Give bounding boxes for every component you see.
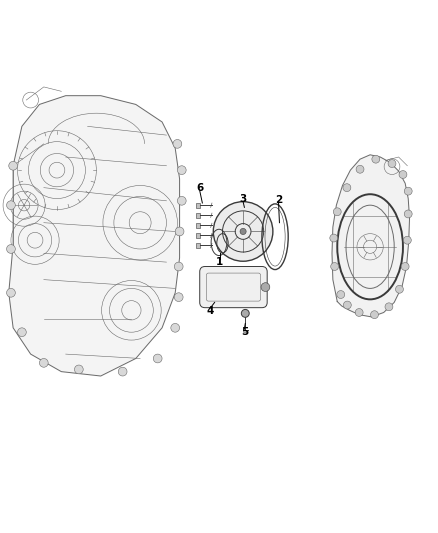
Circle shape [355, 309, 363, 317]
Circle shape [7, 245, 15, 253]
Circle shape [404, 187, 412, 195]
Bar [196, 223, 200, 228]
Circle shape [7, 288, 15, 297]
Polygon shape [9, 96, 180, 376]
Circle shape [401, 263, 409, 270]
Circle shape [7, 201, 15, 209]
Bar [196, 243, 200, 248]
Circle shape [404, 210, 412, 218]
Bar [196, 213, 200, 218]
Circle shape [9, 161, 18, 170]
Circle shape [177, 197, 186, 205]
Polygon shape [332, 155, 410, 317]
Text: 5: 5 [241, 327, 248, 337]
Circle shape [18, 328, 26, 336]
Circle shape [331, 263, 339, 270]
Circle shape [175, 227, 184, 236]
Text: 2: 2 [275, 196, 282, 205]
Circle shape [213, 201, 273, 261]
Circle shape [388, 159, 396, 167]
Circle shape [174, 293, 183, 302]
Circle shape [372, 155, 380, 163]
Circle shape [173, 140, 182, 148]
Circle shape [153, 354, 162, 363]
Circle shape [177, 166, 186, 174]
Bar [196, 233, 200, 238]
Circle shape [385, 303, 393, 311]
Circle shape [343, 184, 351, 191]
Circle shape [356, 165, 364, 173]
Circle shape [333, 208, 341, 216]
Circle shape [330, 234, 338, 242]
Circle shape [118, 367, 127, 376]
Circle shape [337, 290, 345, 298]
Text: 4: 4 [207, 306, 214, 316]
Text: 3: 3 [240, 193, 247, 204]
Circle shape [171, 324, 180, 332]
Text: 6: 6 [196, 183, 203, 192]
Circle shape [174, 262, 183, 271]
Circle shape [74, 365, 83, 374]
Circle shape [261, 282, 270, 292]
Circle shape [240, 229, 246, 235]
Circle shape [241, 310, 249, 317]
Text: 1: 1 [216, 257, 223, 267]
Circle shape [403, 236, 411, 244]
Circle shape [399, 171, 407, 179]
Circle shape [343, 301, 351, 309]
Bar [196, 203, 200, 208]
Circle shape [396, 285, 403, 293]
FancyBboxPatch shape [200, 266, 267, 308]
Circle shape [39, 359, 48, 367]
Circle shape [371, 311, 378, 319]
